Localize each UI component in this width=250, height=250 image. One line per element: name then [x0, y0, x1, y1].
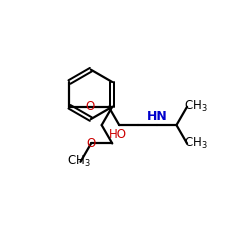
Text: O: O: [85, 100, 94, 113]
Text: HN: HN: [147, 110, 168, 123]
Text: $\mathrm{CH_3}$: $\mathrm{CH_3}$: [184, 136, 208, 151]
Text: $\mathrm{CH_3}$: $\mathrm{CH_3}$: [68, 154, 91, 169]
Text: HO: HO: [109, 128, 127, 140]
Text: $\mathrm{CH_3}$: $\mathrm{CH_3}$: [184, 99, 208, 114]
Text: O: O: [86, 137, 96, 150]
